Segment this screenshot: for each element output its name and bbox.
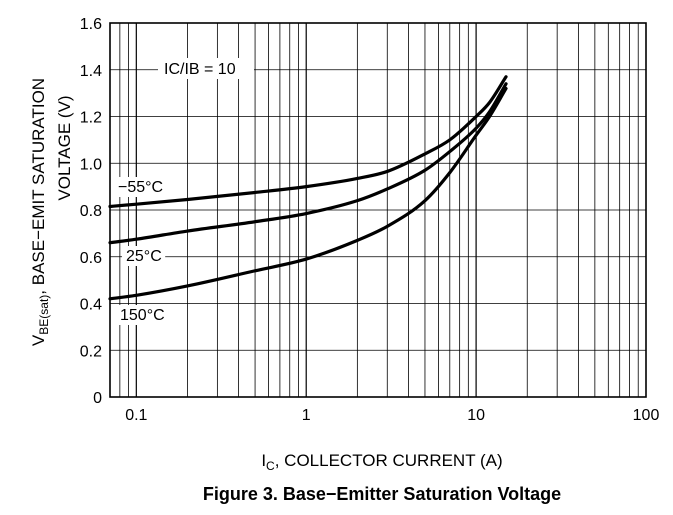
series-curves [108,75,508,301]
series-label-backdrop [114,177,166,197]
x-tick-labels: 0.1 1 10 100 [125,407,659,424]
series-curve [108,75,508,209]
y-tick-label: 1.2 [80,110,102,127]
series-label: −55°C [118,179,163,196]
x-axis-label-main: I [261,451,266,470]
y-tick-label: 0.6 [80,250,102,267]
y-axis-label-sub: BE(sat) [37,295,51,335]
y-tick-label: 0.8 [80,203,102,220]
x-axis-label: IC, COLLECTOR CURRENT (A) [261,451,502,473]
series-curve [108,86,508,301]
series-curve [108,82,508,245]
annotation-backdrop [158,58,254,79]
x-tick-label: 100 [633,407,660,424]
series-label-backdrop [116,305,168,325]
y-tick-label: 0.2 [80,343,102,360]
x-tick-label: 0.1 [125,407,147,424]
x-axis-label-rest: , COLLECTOR CURRENT (A) [275,451,503,470]
y-tick-label: 1.0 [80,156,102,173]
y-tick-label: 1.6 [80,16,102,33]
y-axis-label-line2: VOLTAGE (V) [55,95,74,200]
series-label: 150°C [120,307,165,324]
grid [110,23,646,397]
y-tick-labels: 0 0.2 0.4 0.6 0.8 1.0 1.2 1.4 1.6 [80,16,102,407]
y-axis-label-rest: , BASE−EMIT SATURATION [29,78,48,295]
x-tick-label: 10 [467,407,485,424]
y-axis-label-main: V [29,334,48,346]
y-tick-label: 0.4 [80,297,102,314]
y-axis-label-line1: VBE(sat), BASE−EMIT SATURATION [29,78,51,346]
plot-frame [109,22,647,398]
annotation-label: IC/IB = 10 [164,61,236,78]
x-axis-label-sub: C [266,459,275,473]
y-tick-label: 0 [93,390,102,407]
series-label: 25°C [126,248,162,265]
series-labels: −55°C 25°C 150°C IC/IB = 10 [114,58,254,325]
figure-title: Figure 3. Base−Emitter Saturation Voltag… [203,484,561,504]
x-tick-label: 1 [302,407,311,424]
series-label-backdrop [122,246,166,266]
y-tick-label: 1.4 [80,63,102,80]
